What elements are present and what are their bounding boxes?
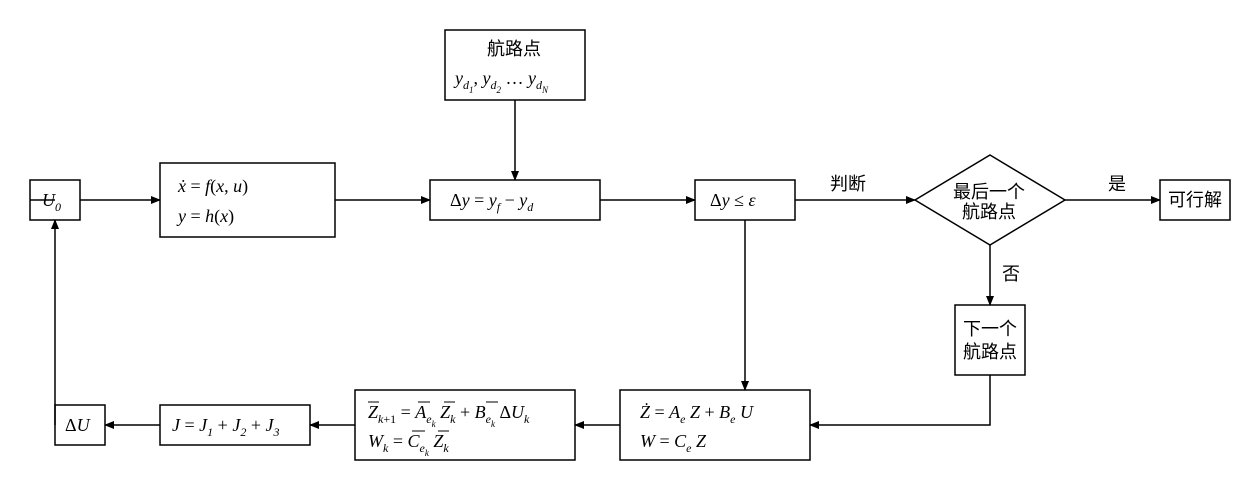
edge-label-yes: 是	[1108, 174, 1126, 194]
edge-label-no: 否	[1002, 264, 1020, 284]
label-system-line2: y = h(x)	[176, 206, 234, 227]
label-decision-l1: 最后一个	[953, 182, 1025, 202]
label-waypoints-title: 航路点	[487, 39, 541, 59]
label-next-l1: 下一个	[963, 319, 1017, 339]
label-next-l2: 航路点	[963, 342, 1017, 362]
node-next-waypoint	[955, 305, 1025, 375]
edge-next_wp-lin_cont	[810, 375, 990, 425]
label-delta-u: ΔU	[65, 415, 91, 435]
label-threshold: Δy ≤ ε	[710, 190, 756, 210]
label-system-line1: ẋ = f(x, u)	[177, 176, 248, 197]
edge-label-judge: 判断	[830, 174, 866, 194]
label-feasible: 可行解	[1168, 190, 1222, 210]
label-decision-l2: 航路点	[962, 202, 1016, 222]
